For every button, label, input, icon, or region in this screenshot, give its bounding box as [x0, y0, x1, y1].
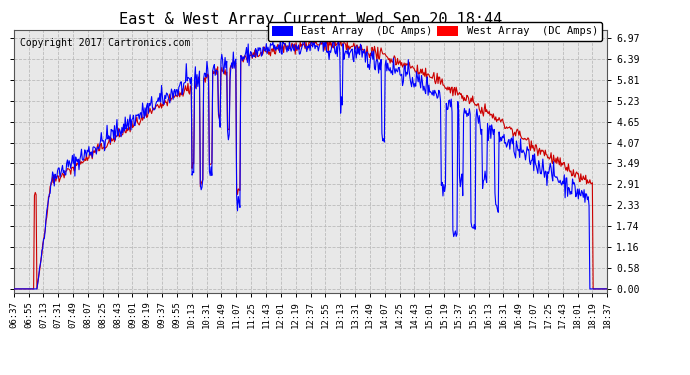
- Text: Copyright 2017 Cartronics.com: Copyright 2017 Cartronics.com: [20, 38, 190, 48]
- Legend: East Array  (DC Amps), West Array  (DC Amps): East Array (DC Amps), West Array (DC Amp…: [268, 22, 602, 40]
- Title: East & West Array Current Wed Sep 20 18:44: East & West Array Current Wed Sep 20 18:…: [119, 12, 502, 27]
